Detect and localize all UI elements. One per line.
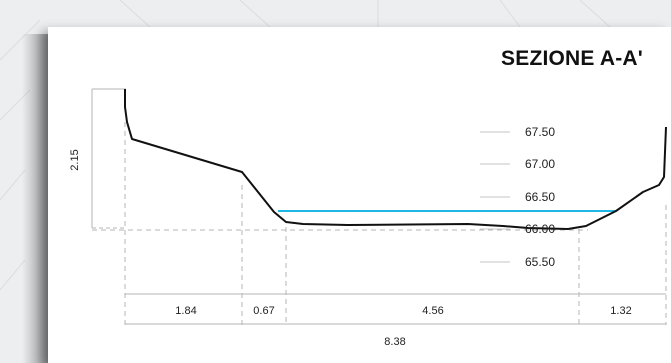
height-dimension bbox=[91, 88, 126, 229]
segment-label: 1.84 bbox=[175, 305, 196, 317]
card-shadow bbox=[22, 34, 52, 363]
elevation-label: 66.50 bbox=[525, 190, 555, 204]
segment-label: 1.32 bbox=[610, 305, 631, 317]
elevation-ticks bbox=[480, 131, 510, 263]
dimension-guides bbox=[92, 122, 667, 325]
segment-label: 4.56 bbox=[422, 305, 443, 317]
elevation-label: 67.50 bbox=[525, 125, 555, 139]
elevation-labels: 67.50 67.00 66.50 66.00 65.50 bbox=[525, 125, 555, 269]
ground-profile bbox=[124, 89, 667, 230]
dimension-lines bbox=[125, 293, 666, 325]
elevation-label: 65.50 bbox=[525, 255, 555, 269]
section-drawing-sheet: SEZIONE A-A' 2.15 bbox=[48, 27, 671, 363]
cross-section-diagram: 2.15 67.50 67.00 bbox=[69, 88, 667, 348]
segment-label: 0.67 bbox=[253, 305, 274, 317]
elevation-label: 66.00 bbox=[525, 222, 555, 236]
total-width-label: 8.38 bbox=[384, 336, 405, 348]
segment-labels: 1.84 0.67 4.56 1.32 bbox=[175, 305, 631, 317]
height-label: 2.15 bbox=[69, 149, 81, 170]
elevation-label: 67.00 bbox=[525, 157, 555, 171]
section-title: SEZIONE A-A' bbox=[501, 47, 643, 70]
